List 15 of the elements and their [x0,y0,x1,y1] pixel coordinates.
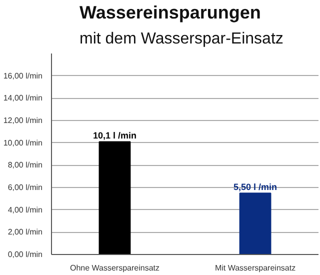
chart-subtitle: mit dem Wasserspar-Einsatz [80,30,284,48]
x-tick-label: Mit Wasserspareinsatz [214,264,296,272]
y-tick-label: 10,00 l/min [3,138,43,148]
y-tick-label: 6,00 l/min [8,183,43,192]
y-tick-label: 16,00 l/min [3,71,43,80]
y-tick-label: 0,00 l/min [8,250,43,259]
x-tick-label: Ohne Wasserspareinsatz [70,264,160,272]
y-tick-label: 2,00 l/min [8,228,43,237]
data-label: 5,50 l /min [234,182,278,192]
y-tick-label: 14,00 l/min [3,94,43,103]
y-tick-label: 8,00 l/min [8,160,43,170]
data-label: 10,1 l /min [92,130,137,141]
chart-title: Wassereinsparungen [80,2,261,22]
y-tick-label: 4,00 l/min [8,205,43,214]
y-tick-label: 12,00 l/min [3,116,43,125]
